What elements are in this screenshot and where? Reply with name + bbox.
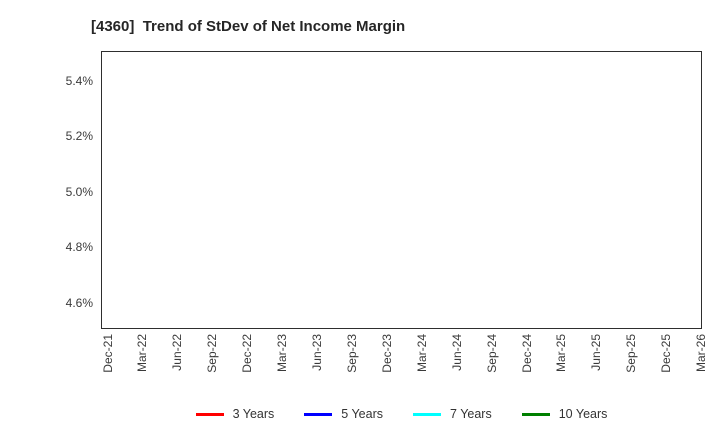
x-tick-label: Jun-25 xyxy=(589,334,604,371)
legend-line-swatch xyxy=(304,412,333,416)
x-tick-label: Sep-25 xyxy=(624,334,639,373)
x-tick-label: Jun-24 xyxy=(449,334,464,371)
x-tick-label: Dec-22 xyxy=(240,334,255,373)
x-tick-label: Jun-22 xyxy=(170,334,185,371)
y-tick-label: 4.6% xyxy=(65,295,93,310)
x-tick-label: Jun-23 xyxy=(310,334,325,371)
x-tick-label: Sep-22 xyxy=(205,334,220,373)
legend-label: 3 Years xyxy=(232,407,275,421)
y-tick-label: 4.8% xyxy=(65,240,93,255)
x-tick-label: Mar-24 xyxy=(414,334,429,373)
legend: 3 Years 5 Years 7 Years 10 Years xyxy=(101,403,702,425)
y-tick-label: 5.2% xyxy=(65,129,93,144)
legend-label: 7 Years xyxy=(450,407,492,421)
x-tick-label: Dec-23 xyxy=(379,334,394,373)
x-tick-label: Dec-24 xyxy=(519,334,534,373)
legend-label: 5 Years xyxy=(341,407,384,421)
x-tick-label: Mar-25 xyxy=(554,334,569,373)
legend-label: 10 Years xyxy=(558,407,608,421)
x-tick-label: Sep-24 xyxy=(484,334,499,373)
x-tick-label: Sep-23 xyxy=(344,334,359,373)
x-tick-label: Mar-26 xyxy=(694,334,709,373)
x-tick-label: Mar-23 xyxy=(275,334,290,373)
x-tick-label: Dec-21 xyxy=(100,334,115,373)
legend-item-3-years: 3 Years xyxy=(195,407,275,421)
y-tick-label: 5.4% xyxy=(65,73,93,88)
legend-line-swatch xyxy=(521,412,550,416)
legend-line-swatch xyxy=(413,412,442,416)
legend-item-5-years: 5 Years xyxy=(304,407,383,421)
legend-item-10-years: 10 Years xyxy=(521,407,608,421)
x-tick-label: Dec-25 xyxy=(659,334,674,373)
legend-item-7-years: 7 Years xyxy=(413,407,492,421)
plot-frame xyxy=(101,51,702,329)
chart-title: [4360] Trend of StDev of Net Income Marg… xyxy=(91,18,406,35)
legend-line-swatch xyxy=(195,412,224,416)
x-tick-label: Mar-22 xyxy=(135,334,150,373)
y-tick-label: 5.0% xyxy=(65,184,93,199)
